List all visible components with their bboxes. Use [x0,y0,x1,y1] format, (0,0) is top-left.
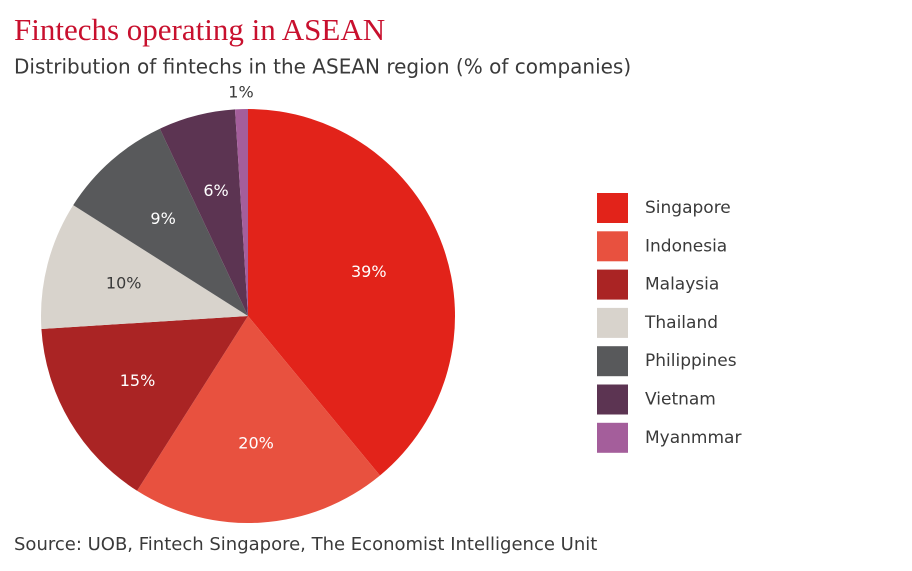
legend-swatch [597,422,628,453]
legend-label: Myanmmar [645,428,741,448]
value-label: 39% [351,262,387,281]
pie-slice [41,205,248,329]
value-label: 1% [228,83,253,102]
chart-subtitle: Distribution of fintechs in the ASEAN re… [14,55,631,79]
pie-slice [137,316,380,523]
legend-swatch [597,346,628,377]
legend-label: Malaysia [645,275,719,295]
value-label: 6% [203,181,228,200]
source-note: Source: UOB, Fintech Singapore, The Econ… [14,534,597,555]
value-label: 9% [150,209,175,228]
chart-title: Fintechs operating in ASEAN [14,12,385,47]
value-label: 10% [106,274,142,293]
pie-slice [235,109,248,316]
pie-slice [41,316,249,491]
value-label: 15% [120,371,156,390]
pie-slice [159,109,248,316]
legend-label: Indonesia [645,236,727,256]
legend-label: Singapore [645,198,731,218]
pie-slice [248,109,456,476]
legend-swatch [597,269,628,300]
legend-swatch [597,193,628,223]
legend-swatch [597,307,628,338]
legend-label: Philippines [645,351,737,371]
value-label: 20% [238,434,274,453]
pie-slice [73,128,248,316]
legend-label: Thailand [644,313,718,333]
legend-swatch [597,384,628,415]
legend-swatch [597,231,628,262]
legend-label: Vietnam [645,390,716,410]
